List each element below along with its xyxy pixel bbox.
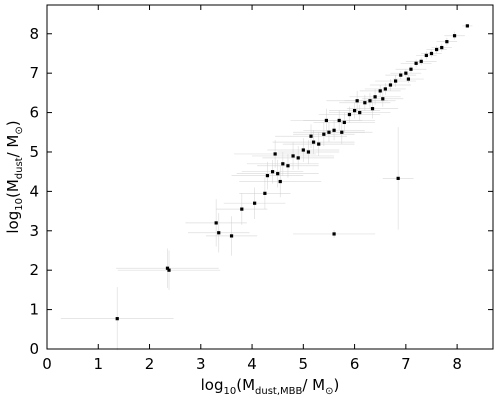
x-tick-label: 2 <box>145 355 155 373</box>
point <box>286 164 290 168</box>
point <box>414 61 418 65</box>
point <box>270 170 275 174</box>
point <box>373 95 377 99</box>
y-tick-label: 1 <box>29 301 39 319</box>
point <box>240 207 244 211</box>
x-axis-label-part: log <box>201 376 224 394</box>
point <box>281 162 285 166</box>
point <box>229 234 234 238</box>
y-tick-label: 5 <box>29 143 39 161</box>
point <box>445 40 449 44</box>
point <box>265 174 270 178</box>
point <box>378 89 382 93</box>
point <box>253 201 257 205</box>
point <box>332 232 336 236</box>
y-axis-label: log10(Mdust/ M⊙) <box>4 120 25 233</box>
point <box>358 110 362 115</box>
point <box>317 142 321 146</box>
x-axis-label-part: ) <box>334 376 340 394</box>
point <box>352 109 357 113</box>
point <box>370 107 375 111</box>
point <box>263 191 267 195</box>
point <box>278 179 282 184</box>
x-axis-label-part: / M <box>302 376 325 394</box>
point <box>409 67 413 71</box>
point <box>301 148 305 152</box>
point <box>406 77 411 81</box>
point <box>276 172 280 176</box>
y-tick-label: 8 <box>29 25 39 43</box>
point <box>337 118 341 123</box>
point <box>452 34 457 38</box>
point <box>355 99 359 103</box>
y-axis-label-part: dust <box>14 157 25 179</box>
y-tick-label: 2 <box>29 261 39 279</box>
point <box>347 112 352 117</box>
y-tick-label: 7 <box>29 64 39 82</box>
point <box>363 101 367 105</box>
point <box>465 24 469 28</box>
point <box>327 130 331 134</box>
x-tick-label: 1 <box>93 355 103 373</box>
x-tick-label: 7 <box>401 355 411 373</box>
x-axis-label-part: dust,MBB <box>255 386 302 397</box>
x-tick-label: 8 <box>452 355 462 373</box>
point <box>393 79 398 83</box>
point <box>332 128 336 132</box>
x-tick-label: 4 <box>247 355 257 373</box>
x-tick-label: 3 <box>196 355 206 373</box>
x-tick-label: 0 <box>42 355 52 373</box>
point <box>381 97 385 101</box>
point <box>368 99 372 103</box>
point <box>115 317 119 321</box>
point <box>296 156 300 160</box>
y-axis-label-part: ) <box>4 120 22 126</box>
point <box>435 47 439 52</box>
point <box>399 73 403 77</box>
y-axis-label-part: ⊙ <box>14 126 25 134</box>
point <box>165 266 170 270</box>
point <box>309 134 313 138</box>
point <box>291 154 295 158</box>
point <box>322 132 326 136</box>
point <box>273 152 277 156</box>
point <box>424 53 428 58</box>
y-axis-label-part: log <box>4 211 22 234</box>
plot-frame <box>46 4 494 350</box>
point <box>383 87 387 91</box>
x-tick-label: 5 <box>299 355 309 373</box>
point <box>311 140 316 144</box>
y-axis-label-part: / M <box>4 135 22 158</box>
point <box>167 268 171 272</box>
point <box>342 120 346 125</box>
x-tick-label: 6 <box>350 355 360 373</box>
y-tick-label: 0 <box>29 340 39 358</box>
x-axis-label-part: (M <box>236 376 255 394</box>
point <box>217 231 221 235</box>
point <box>306 150 311 154</box>
point <box>388 83 393 87</box>
point <box>440 45 444 50</box>
y-axis-label-part: (M <box>4 179 22 198</box>
point <box>340 130 344 134</box>
point <box>429 51 434 56</box>
point <box>324 118 328 123</box>
x-axis-label-part: ⊙ <box>325 386 333 397</box>
point <box>419 59 423 63</box>
y-tick-label: 6 <box>29 104 39 122</box>
x-axis-label-part: 10 <box>223 386 236 397</box>
point <box>404 71 408 75</box>
point <box>396 176 400 180</box>
point <box>214 221 218 225</box>
y-tick-label: 3 <box>29 222 39 240</box>
x-axis-label: log10(Mdust,MBB/ M⊙) <box>201 376 340 397</box>
y-tick-label: 4 <box>29 182 39 200</box>
y-axis-label-part: 10 <box>14 198 25 211</box>
